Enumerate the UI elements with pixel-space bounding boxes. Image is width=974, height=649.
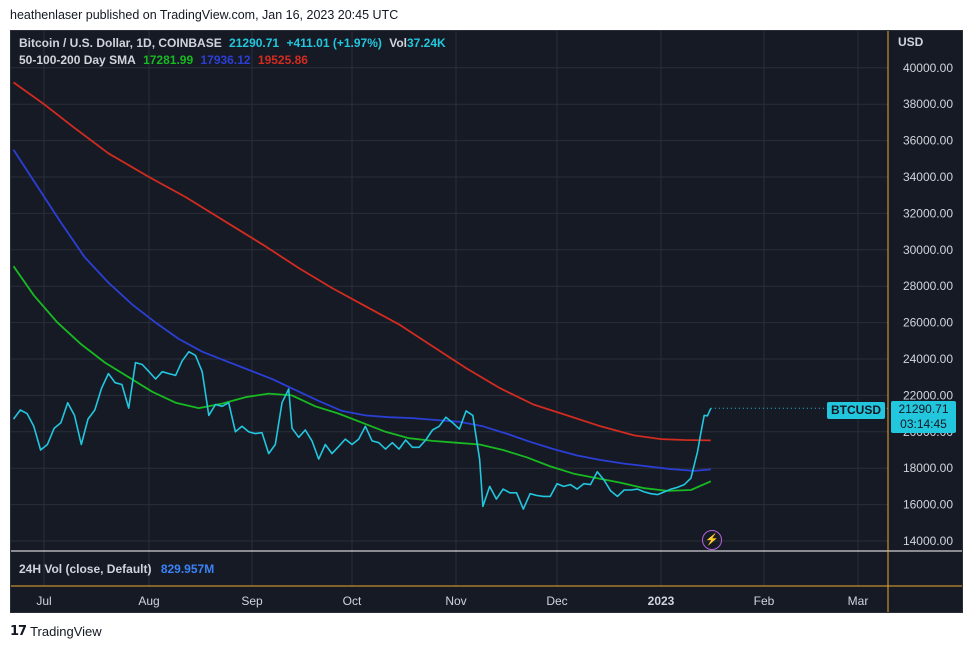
sma-legend[interactable]: 50-100-200 Day SMA 17281.99 17936.12 195… [19,53,312,67]
price-axis-ticks[interactable]: 40000.00 38000.00 36000.00 34000.00 32000.00… [903,61,953,548]
lightning-icon[interactable]: ⚡ [702,530,722,550]
price-tick-label: 14000.00 [903,534,953,548]
time-tick-label: Oct [343,594,362,608]
tradingview-logo-icon: 17 [10,624,27,639]
tradingview-logo[interactable]: 17 TradingView [10,624,102,639]
price-tick-label: 38000.00 [903,97,953,111]
time-tick-label: Mar [848,594,869,608]
price-tick-label: 40000.00 [903,61,953,75]
time-tick-label: 2023 [648,594,675,608]
currency-label: USD [898,35,924,49]
volume-value: 37.24K [407,36,446,50]
price-tick-label: 30000.00 [903,243,953,257]
series-line-100-day-sma [12,149,711,472]
volume-pane-value: 829.957M [160,562,215,576]
symbol-legend[interactable]: Bitcoin / U.S. Dollar, 1D, COINBASE 2129… [19,36,450,50]
volume-pane-label: 24H Vol (close, Default) [19,562,152,576]
bar-countdown: 03:14:45 [900,417,947,431]
last-price-tag-value: 21290.71 [898,402,949,416]
sma-indicator-title: 50-100-200 Day SMA [19,53,136,67]
last-price-tag: 21290.71 03:14:45 [891,401,956,433]
sma50-value: 17281.99 [143,53,194,67]
price-tick-label: 34000.00 [903,170,953,184]
price-tick-label: 26000.00 [903,316,953,330]
time-tick-label: Feb [754,594,775,608]
series-line-200-day-sma [12,81,711,442]
sma100-value: 17936.12 [200,53,251,67]
time-tick-label: Jul [36,594,51,608]
price-change-value: +411.01 (+1.97%) [286,36,382,50]
price-tick-label: 32000.00 [903,206,953,220]
time-tick-label: Aug [138,594,159,608]
price-tick-label: 16000.00 [903,498,953,512]
price-tick-label: 36000.00 [903,134,953,148]
series-line-btcusd [12,350,712,510]
published-by-header: heathenlaser published on TradingView.co… [10,8,399,22]
time-tick-label: Dec [546,594,567,608]
time-tick-label: Sep [241,594,263,608]
series-lines [12,81,712,510]
time-tick-label: Nov [445,594,466,608]
price-tick-label: 18000.00 [903,461,953,475]
symbol-price-tag: BTCUSD [827,402,885,419]
chart-panel[interactable]: 40000.00 38000.00 36000.00 34000.00 32000.00… [10,30,963,613]
price-tick-label: 22000.00 [903,388,953,402]
grid-lines [11,31,888,586]
axis-lines [11,31,962,612]
last-price-value: 21290.71 [229,36,280,50]
sma200-value: 19525.86 [257,53,308,67]
volume-label: Vol [389,36,407,50]
symbol-title: Bitcoin / U.S. Dollar, 1D, COINBASE [19,36,222,50]
time-axis-ticks[interactable]: Jul Aug Sep Oct Nov Dec 2023 Feb Mar [36,594,868,608]
tradingview-wordmark: TradingView [30,624,102,639]
chart-canvas[interactable]: 40000.00 38000.00 36000.00 34000.00 32000.00… [11,31,963,613]
series-line-50-day-sma [12,265,712,492]
price-tick-label: 24000.00 [903,352,953,366]
price-tick-label: 28000.00 [903,279,953,293]
volume-pane-legend[interactable]: 24H Vol (close, Default) 829.957M [19,562,214,576]
